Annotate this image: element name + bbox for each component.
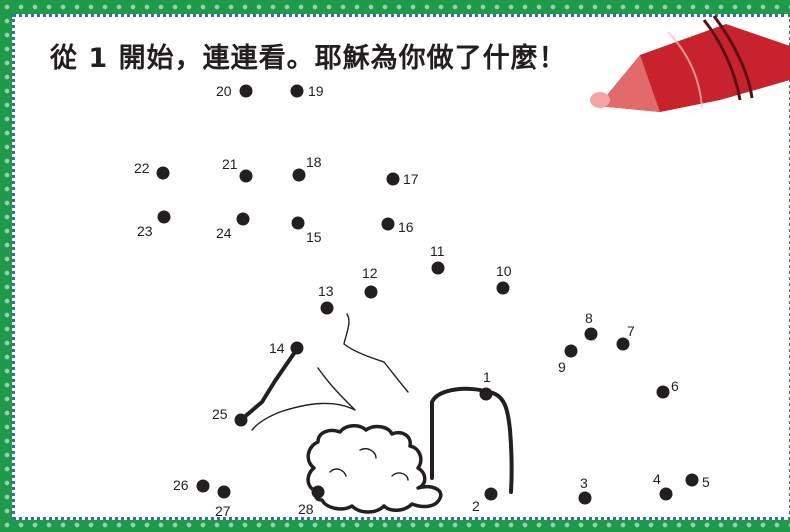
dot-15: 15 bbox=[291, 216, 322, 245]
dot-label: 19 bbox=[308, 83, 324, 99]
dot-label: 24 bbox=[216, 225, 232, 241]
dot-label: 11 bbox=[430, 243, 445, 259]
dot-label: 6 bbox=[671, 378, 679, 394]
dot-label: 21 bbox=[222, 156, 238, 172]
dot-label: 20 bbox=[216, 83, 232, 99]
dot-label: 7 bbox=[627, 323, 635, 339]
dot-18: 18 bbox=[292, 154, 322, 182]
dot-marker[interactable] bbox=[320, 301, 334, 315]
dot-3: 3 bbox=[578, 475, 592, 505]
dot-label: 1 bbox=[483, 369, 491, 385]
dot-label: 17 bbox=[403, 171, 419, 187]
dot-label: 23 bbox=[137, 223, 153, 239]
worksheet-title: 從 1 開始，連連看。耶穌為你做了什麼！ bbox=[50, 43, 567, 74]
dot-marker[interactable] bbox=[236, 212, 250, 226]
dot-marker[interactable] bbox=[564, 344, 578, 358]
dot-label: 16 bbox=[398, 219, 414, 235]
dot-marker[interactable] bbox=[239, 169, 253, 183]
dot-label: 2 bbox=[472, 498, 480, 514]
dot-marker[interactable] bbox=[479, 387, 493, 401]
dot-marker[interactable] bbox=[386, 172, 400, 186]
dot-marker[interactable] bbox=[431, 261, 445, 275]
dot-14: 14 bbox=[269, 340, 304, 356]
dot-5: 5 bbox=[685, 473, 710, 490]
dot-28: 28 bbox=[298, 485, 325, 517]
dot-marker[interactable] bbox=[239, 84, 253, 98]
dot-7: 7 bbox=[616, 323, 635, 351]
dot-17: 17 bbox=[386, 171, 419, 187]
dot-25: 25 bbox=[212, 406, 248, 427]
dot-marker[interactable] bbox=[291, 216, 305, 230]
dot-label: 15 bbox=[306, 229, 322, 245]
dot-marker[interactable] bbox=[234, 413, 248, 427]
dot-marker[interactable] bbox=[659, 487, 673, 501]
dot-22: 22 bbox=[134, 160, 170, 180]
dot-21: 21 bbox=[222, 156, 253, 183]
crayon-icon bbox=[590, 15, 790, 112]
dot-16: 16 bbox=[381, 217, 414, 235]
dot-6: 6 bbox=[656, 378, 679, 399]
dot-label: 22 bbox=[134, 160, 150, 176]
dot-marker[interactable] bbox=[156, 166, 170, 180]
dot-marker[interactable] bbox=[364, 285, 378, 299]
dot-label: 9 bbox=[558, 359, 566, 375]
dot-2: 2 bbox=[472, 487, 498, 514]
dot-marker[interactable] bbox=[217, 485, 231, 499]
dot-label: 28 bbox=[298, 501, 314, 517]
dot-label: 14 bbox=[269, 340, 285, 356]
numbered-dots: 1 2 3 4 5 6 7 8 9 10 11 12 13 14 15 16 1… bbox=[134, 83, 710, 519]
dot-marker[interactable] bbox=[656, 385, 670, 399]
dot-marker[interactable] bbox=[290, 341, 304, 355]
dot-label: 8 bbox=[585, 310, 593, 326]
dot-marker[interactable] bbox=[496, 281, 510, 295]
dot-marker[interactable] bbox=[685, 473, 699, 487]
dot-marker[interactable] bbox=[196, 479, 210, 493]
dot-12: 12 bbox=[362, 265, 378, 299]
dot-marker[interactable] bbox=[616, 337, 630, 351]
dot-marker[interactable] bbox=[484, 487, 498, 501]
dot-label: 10 bbox=[496, 263, 512, 279]
dot-label: 4 bbox=[653, 471, 661, 487]
dot-13: 13 bbox=[318, 283, 334, 315]
dot-marker[interactable] bbox=[292, 168, 306, 182]
dot-label: 27 bbox=[215, 503, 231, 519]
dot-11: 11 bbox=[430, 243, 445, 275]
dot-marker[interactable] bbox=[311, 485, 325, 499]
dot-label: 12 bbox=[362, 265, 378, 281]
dot-marker[interactable] bbox=[290, 84, 304, 98]
dot-8: 8 bbox=[584, 310, 598, 341]
dot-label: 13 bbox=[318, 283, 334, 299]
dot-4: 4 bbox=[653, 471, 673, 501]
dot-23: 23 bbox=[137, 210, 171, 239]
dot-19: 19 bbox=[290, 83, 324, 99]
dot-marker[interactable] bbox=[584, 327, 598, 341]
dot-24: 24 bbox=[216, 212, 250, 241]
predrawn-lines bbox=[240, 313, 514, 514]
dot-1: 1 bbox=[479, 369, 493, 401]
dot-marker[interactable] bbox=[381, 217, 395, 231]
dot-26: 26 bbox=[173, 477, 210, 493]
dot-27: 27 bbox=[215, 485, 231, 519]
dot-label: 25 bbox=[212, 406, 228, 422]
dot-label: 5 bbox=[702, 474, 710, 490]
dot-label: 18 bbox=[306, 154, 322, 170]
dot-marker[interactable] bbox=[157, 210, 171, 224]
dot-label: 26 bbox=[173, 477, 189, 493]
dot-9: 9 bbox=[558, 344, 578, 375]
dot-10: 10 bbox=[496, 263, 512, 295]
dot-20: 20 bbox=[216, 83, 253, 99]
dot-label: 3 bbox=[580, 475, 588, 491]
dot-marker[interactable] bbox=[578, 491, 592, 505]
